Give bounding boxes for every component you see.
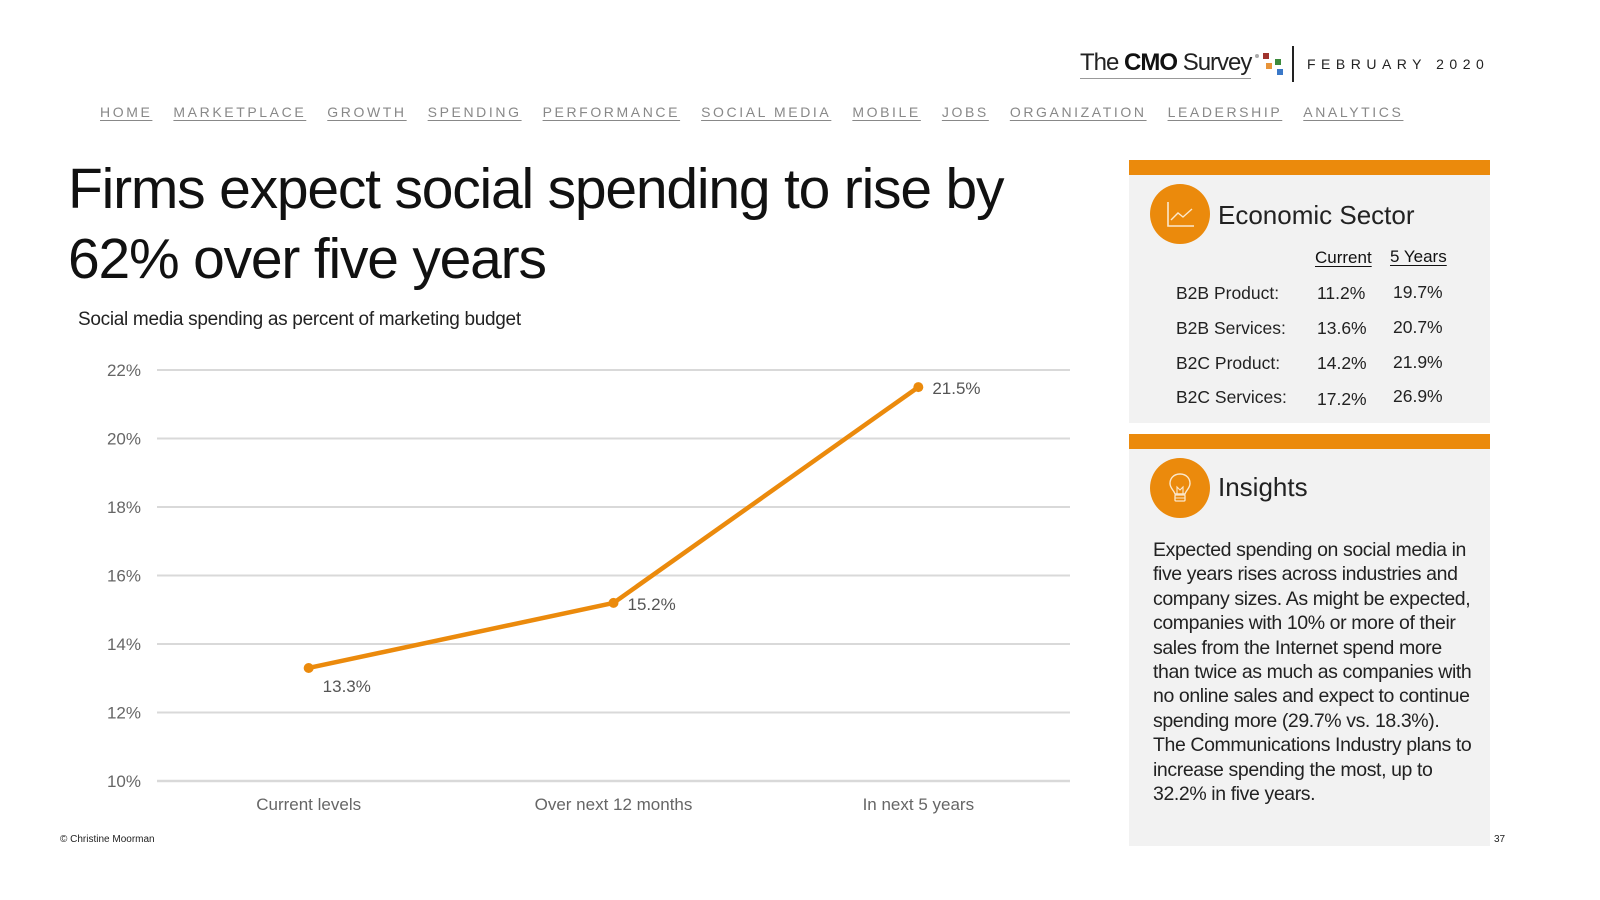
sector-5-years: 21.9%: [1393, 352, 1443, 372]
cmo-survey-logo: The CMO Survey: [1080, 46, 1287, 82]
copyright: © Christine Moorman: [60, 834, 155, 845]
nav-performance[interactable]: PERFORMANCE: [542, 104, 681, 120]
nav-marketplace[interactable]: MARKETPLACE: [173, 104, 307, 120]
nav-spending[interactable]: SPENDING: [427, 104, 522, 120]
nav-mobile[interactable]: MOBILE: [852, 104, 921, 120]
y-tick-label: 10%: [107, 772, 141, 791]
sector-label: B2B Product:: [1176, 283, 1280, 303]
column-header-current: Current: [1315, 248, 1372, 267]
logo-squares-icon: [1255, 49, 1287, 79]
data-labels: 13.3% 15.2% 21.5%: [323, 379, 981, 696]
gridlines: [157, 369, 1070, 783]
x-axis-categories: Current levels Over next 12 months In next…: [256, 795, 974, 814]
panel-accent-bar: [1129, 434, 1490, 449]
logo-square-red: [1263, 53, 1270, 59]
sector-current: 11.2%: [1317, 283, 1366, 303]
logo-square-orange: [1266, 63, 1273, 69]
economic-sector-panel: Economic Sector Current 5 Years B2B Prod…: [1129, 160, 1490, 423]
data-label: 13.3%: [323, 677, 371, 696]
panel-accent-bar: [1129, 160, 1490, 175]
data-point: [303, 662, 314, 673]
sector-5-years: 26.9%: [1393, 386, 1443, 406]
lightbulb-icon: [1150, 458, 1210, 518]
data-point: [608, 597, 619, 608]
header-divider: [1292, 46, 1294, 82]
nav-organization[interactable]: ORGANIZATION: [1009, 104, 1147, 120]
sector-current: 14.2%: [1317, 353, 1367, 373]
logo-square-green: [1275, 59, 1282, 65]
y-tick-label: 20%: [107, 430, 141, 449]
logo-square-blue: [1277, 69, 1284, 75]
y-tick-label: 16%: [107, 567, 141, 586]
chart-subtitle: Social media spending as percent of mark…: [78, 309, 521, 330]
sector-row: B2C Services: 17.2% 26.9%: [1176, 386, 1476, 411]
series-line-path: [308, 385, 920, 671]
sector-row: B2B Services: 13.6% 20.7%: [1176, 317, 1476, 342]
y-tick-label: 12%: [107, 704, 141, 723]
logo-prefix: The: [1080, 49, 1125, 76]
series-line: [303, 382, 924, 673]
x-category-label: In next 5 years: [863, 795, 975, 814]
y-axis-ticks: 10% 12% 14% 16% 18% 20% 22%: [107, 361, 141, 791]
page-number: 37: [1494, 834, 1506, 845]
data-point: [913, 382, 924, 393]
nav-jobs[interactable]: JOBS: [941, 104, 989, 120]
y-tick-label: 22%: [107, 361, 141, 380]
x-category-label: Over next 12 months: [535, 795, 693, 814]
insights-heading: Insights: [1218, 472, 1308, 502]
data-label: 21.5%: [932, 379, 980, 398]
logo-bold: CMO: [1124, 49, 1178, 76]
sector-row: B2B Product: 11.2% 19.7%: [1176, 282, 1476, 307]
nav-growth[interactable]: GROWTH: [327, 104, 407, 120]
registered-mark-icon: [1255, 54, 1260, 58]
data-label: 15.2%: [628, 595, 676, 614]
column-header-5-years: 5 Years: [1390, 247, 1447, 266]
nav-analytics[interactable]: ANALYTICS: [1303, 104, 1404, 120]
insights-body: Expected spending on social media in fiv…: [1153, 539, 1472, 806]
nav-home[interactable]: HOME: [100, 104, 153, 120]
logo-suffix: Survey: [1177, 49, 1253, 76]
sector-label: B2B Services:: [1176, 318, 1286, 338]
line-chart-icon: [1150, 184, 1210, 244]
top-nav: HOME MARKETPLACE GROWTH SPENDING PERFORM…: [100, 104, 1424, 120]
insights-panel: Insights Expected spending on social med…: [1129, 434, 1490, 846]
sector-current: 17.2%: [1317, 389, 1367, 409]
sector-row: B2C Product: 14.2% 21.9%: [1176, 352, 1476, 377]
sector-5-years: 20.7%: [1393, 317, 1443, 337]
sector-label: B2C Product:: [1176, 353, 1281, 373]
logo-text: The CMO Survey: [1080, 49, 1253, 79]
sector-current: 13.6%: [1317, 318, 1367, 338]
page-title: Firms expect social spending to rise by …: [68, 157, 1004, 291]
sector-5-years: 19.7%: [1393, 282, 1443, 302]
economic-sector-heading: Economic Sector: [1218, 200, 1415, 230]
y-tick-label: 18%: [107, 498, 141, 517]
y-tick-label: 14%: [107, 635, 141, 654]
sector-label: B2C Services:: [1176, 387, 1287, 407]
report-date: FEBRUARY 2020: [1307, 56, 1490, 72]
nav-social-media[interactable]: SOCIAL MEDIA: [701, 104, 832, 120]
nav-leadership[interactable]: LEADERSHIP: [1167, 104, 1283, 120]
x-category-label: Current levels: [256, 795, 361, 814]
